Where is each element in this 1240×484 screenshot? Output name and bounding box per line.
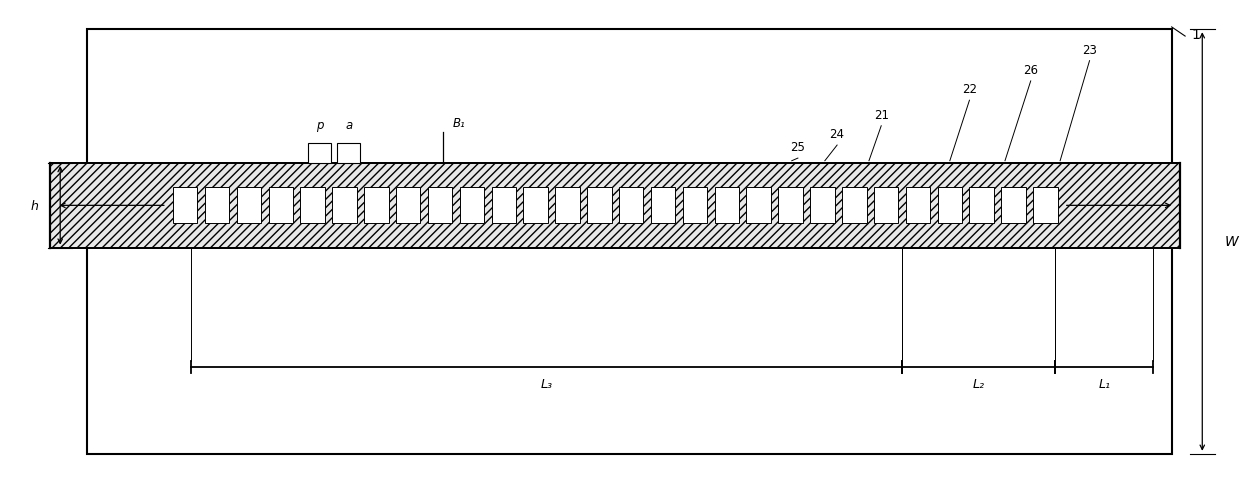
Bar bbox=[396, 188, 420, 224]
Text: h: h bbox=[30, 199, 38, 212]
Bar bbox=[779, 188, 802, 224]
Bar bbox=[810, 188, 835, 224]
Bar bbox=[937, 188, 962, 224]
Bar bbox=[714, 188, 739, 224]
Bar bbox=[587, 188, 611, 224]
Bar bbox=[619, 188, 644, 224]
Bar bbox=[51, 164, 1180, 248]
Bar bbox=[87, 30, 1172, 454]
Text: 26: 26 bbox=[1023, 64, 1038, 77]
Bar bbox=[842, 188, 867, 224]
Bar bbox=[269, 188, 293, 224]
Text: p: p bbox=[316, 119, 324, 132]
Bar bbox=[683, 188, 707, 224]
Text: L₁: L₁ bbox=[1099, 378, 1110, 391]
Text: L₂: L₂ bbox=[972, 378, 985, 391]
Bar bbox=[337, 144, 361, 164]
Bar bbox=[1033, 188, 1058, 224]
Bar bbox=[746, 188, 771, 224]
Bar bbox=[332, 188, 357, 224]
Bar bbox=[365, 188, 388, 224]
Text: 22: 22 bbox=[962, 83, 977, 96]
Text: 25: 25 bbox=[790, 141, 805, 154]
Bar bbox=[172, 188, 197, 224]
Bar bbox=[491, 188, 516, 224]
Bar bbox=[460, 188, 484, 224]
Bar bbox=[205, 188, 229, 224]
Text: W: W bbox=[1224, 235, 1238, 249]
Text: 24: 24 bbox=[830, 128, 844, 141]
Text: L₃: L₃ bbox=[541, 378, 553, 391]
Bar bbox=[874, 188, 898, 224]
Bar bbox=[1002, 188, 1025, 224]
Bar bbox=[237, 188, 262, 224]
Text: a: a bbox=[345, 119, 352, 132]
Bar bbox=[300, 188, 325, 224]
Bar bbox=[905, 188, 930, 224]
Text: B₁: B₁ bbox=[453, 117, 465, 130]
Bar bbox=[523, 188, 548, 224]
Bar bbox=[428, 188, 453, 224]
Text: 1: 1 bbox=[1192, 28, 1200, 42]
Text: 23: 23 bbox=[1083, 44, 1097, 57]
Bar bbox=[308, 144, 331, 164]
Bar bbox=[651, 188, 676, 224]
Bar bbox=[556, 188, 580, 224]
Bar bbox=[970, 188, 994, 224]
Text: 21: 21 bbox=[874, 109, 889, 121]
